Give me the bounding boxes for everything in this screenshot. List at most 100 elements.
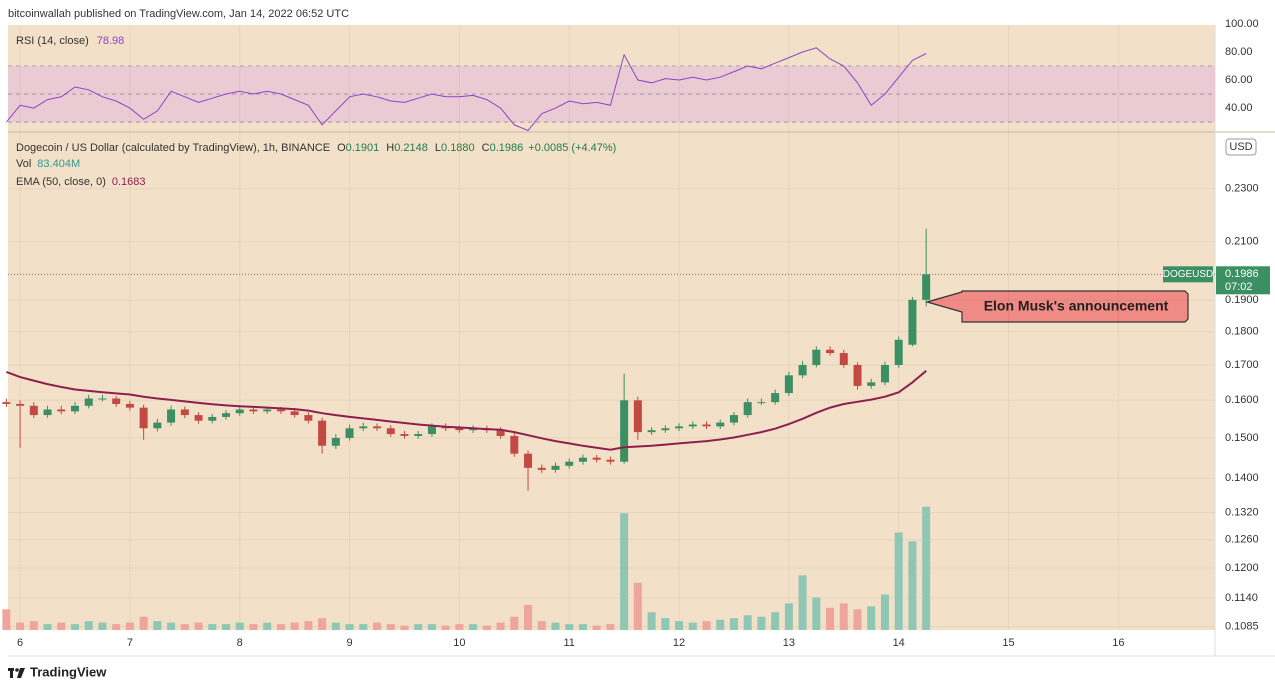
candle-body: [565, 461, 574, 466]
x-axis-background: [8, 630, 1215, 656]
y-tick-label: 0.1140: [1225, 592, 1258, 604]
candle-body: [167, 409, 176, 423]
legend-item: RSI (14, close): [16, 35, 89, 47]
candle-body: [702, 424, 711, 427]
y-tick-label: 0.1500: [1225, 432, 1259, 444]
legend-item: C: [482, 142, 490, 154]
volume-bar: [153, 621, 162, 630]
legend-item: 0.1901: [346, 142, 380, 154]
volume-bar: [235, 622, 244, 630]
legend-line: EMA (50, close, 0) 0.1683: [16, 176, 146, 188]
candle-body: [524, 453, 533, 468]
legend-item: 0.1986: [490, 142, 524, 154]
callout-shape: [924, 290, 1189, 323]
volume-bar: [455, 624, 464, 630]
symbol-badge: [1163, 266, 1213, 283]
volume-bar: [249, 624, 258, 630]
volume-bar: [84, 621, 93, 630]
volume-bar: [922, 506, 931, 630]
candle-body: [304, 415, 313, 421]
candle-body: [222, 413, 231, 417]
y-tick-label: 0.1800: [1225, 326, 1259, 338]
candle-body: [908, 299, 917, 345]
candle-body: [359, 426, 368, 429]
x-tick-label: 13: [783, 637, 795, 649]
volume-bar: [386, 624, 395, 630]
volume-bar: [373, 622, 382, 630]
currency: USD: [1229, 141, 1252, 153]
legend-item: O: [337, 142, 346, 154]
candle-body: [578, 457, 587, 462]
candle-body: [455, 428, 464, 431]
candle-body: [757, 402, 766, 404]
candle-body: [57, 409, 66, 412]
volume-bar: [57, 622, 66, 630]
ema-line: [6, 370, 927, 451]
candle-body: [510, 435, 519, 454]
volume-bar: [167, 622, 176, 630]
candle-body: [43, 409, 52, 416]
y-tick-label: 0.1260: [1225, 533, 1259, 545]
volume-bar: [331, 622, 340, 630]
volume-bar: [112, 624, 121, 630]
candle-body: [922, 274, 931, 300]
y-tick-label: 0.1200: [1225, 562, 1259, 574]
candle-body: [661, 428, 670, 431]
x-tick-label: 14: [893, 637, 905, 649]
candle-body: [743, 402, 752, 416]
volume-bar: [43, 624, 52, 630]
volume-bar: [688, 622, 697, 630]
volume-bar: [16, 622, 25, 630]
candle-body: [2, 402, 11, 404]
rsi-tick-label: 80.00: [1225, 46, 1253, 58]
candle-body: [688, 424, 697, 427]
candle-body: [414, 434, 423, 436]
volume-bar: [359, 624, 368, 630]
logo: [8, 668, 25, 678]
y-tick-label: 0.1320: [1225, 506, 1259, 518]
legend-item: 83.404M: [37, 158, 80, 170]
last-price-label: 0.1986: [1225, 268, 1259, 280]
legend-item: Vol: [16, 158, 31, 170]
x-tick-label: 12: [673, 637, 685, 649]
candle-body: [180, 409, 189, 416]
legend-item: 0.1880: [441, 142, 475, 154]
candle-body: [98, 398, 107, 400]
volume-bar: [675, 621, 684, 630]
candle-body: [537, 467, 546, 470]
volume-bar: [400, 625, 409, 630]
volume-bar: [647, 612, 656, 630]
volume-bar: [798, 575, 807, 630]
volume-bar: [125, 622, 134, 630]
candle-body: [125, 403, 134, 408]
candle-body: [290, 411, 299, 416]
candle-body: [771, 393, 780, 403]
volume-bar: [592, 625, 601, 630]
legend-item: 78.98: [97, 35, 125, 47]
candle-body: [633, 400, 642, 433]
volume-bar: [496, 622, 505, 630]
candle-body: [345, 428, 354, 438]
x-tick-label: 11: [564, 637, 575, 649]
volume-bar: [263, 622, 272, 630]
volume-bar: [180, 624, 189, 630]
candle-body: [798, 364, 807, 376]
candle-body: [70, 405, 79, 412]
legend-line: RSI (14, close) 78.98: [16, 35, 124, 47]
candle-body: [675, 426, 684, 429]
y-tick-label: 0.2300: [1225, 183, 1259, 195]
y-tick-label: 0.1700: [1225, 359, 1259, 371]
volume-bar: [880, 594, 889, 630]
volume-bar: [304, 621, 313, 630]
volume-bar: [729, 618, 738, 630]
volume-bar: [894, 532, 903, 630]
volume-bar: [98, 622, 107, 630]
plot-background: [8, 25, 1215, 630]
legend-line: Vol 83.404M: [16, 158, 80, 170]
x-tick-label: 9: [346, 637, 352, 649]
volume-bar: [29, 621, 38, 630]
x-tick-label: 6: [17, 637, 23, 649]
y-tick-label: 0.2100: [1225, 236, 1259, 248]
legend-line: Dogecoin / US Dollar (calculated by Trad…: [16, 142, 616, 154]
volume-bar: [606, 624, 615, 630]
